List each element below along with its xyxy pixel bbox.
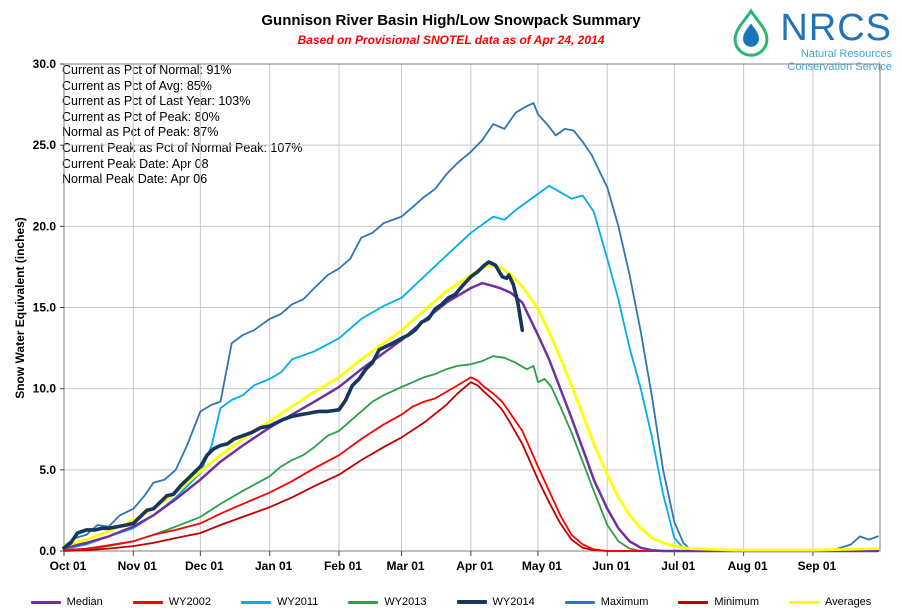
x-tick-label: Apr 01 bbox=[456, 559, 494, 573]
legend-item-maximum: Maximum bbox=[564, 596, 649, 608]
legend-swatch-wy2013 bbox=[348, 600, 379, 604]
legend-swatch-wy2011 bbox=[240, 600, 271, 604]
legend-item-median: Median bbox=[30, 596, 103, 608]
series-line-wy2013 bbox=[63, 355, 879, 552]
legend-item-wy2013: WY2013 bbox=[348, 596, 427, 608]
series-line-averages bbox=[62, 263, 880, 552]
x-tick-label: Jan 01 bbox=[255, 559, 293, 573]
legend-swatch-maximum bbox=[564, 600, 595, 604]
series-line-median bbox=[62, 281, 880, 553]
x-tick-label: Oct 01 bbox=[50, 559, 87, 573]
legend-label-median: Median bbox=[66, 596, 103, 608]
x-tick-label: Nov 01 bbox=[118, 559, 158, 573]
x-tick-label: Sep 01 bbox=[798, 559, 837, 573]
legend-swatch-median bbox=[30, 600, 61, 604]
series-line-maximum bbox=[63, 102, 879, 552]
water-drop-icon bbox=[728, 8, 774, 65]
y-tick-label: 5.0 bbox=[39, 463, 56, 477]
legend-label-wy2014: WY2014 bbox=[492, 596, 535, 608]
x-tick-label: Mar 01 bbox=[387, 559, 425, 573]
summary-stats-block: Current as Pct of Normal: 91% Current as … bbox=[62, 63, 302, 188]
series-line-wy2011 bbox=[63, 184, 879, 552]
y-tick-label: 15.0 bbox=[33, 301, 57, 315]
series-line-wy2002 bbox=[63, 376, 879, 552]
legend-label-averages: Averages bbox=[825, 596, 872, 608]
stat-line: Current as Pct of Peak: 80% bbox=[62, 109, 220, 124]
legend-label-minimum: Minimum bbox=[714, 596, 760, 608]
legend-swatch-wy2014 bbox=[456, 600, 487, 604]
legend-label-wy2013: WY2013 bbox=[384, 596, 427, 608]
y-tick-label: 25.0 bbox=[33, 138, 57, 152]
legend-label-wy2011: WY2011 bbox=[276, 596, 319, 608]
x-tick-label: Feb 01 bbox=[324, 559, 362, 573]
stat-line: Current as Pct of Normal: 91% bbox=[62, 63, 232, 77]
legend-item-averages: Averages bbox=[789, 596, 871, 608]
legend-item-wy2014: WY2014 bbox=[456, 596, 535, 608]
page-title: Gunnison River Basin High/Low Snowpack S… bbox=[261, 12, 641, 29]
nrcs-org-line1: Natural Resources bbox=[800, 48, 892, 60]
stat-line: Current as Pct of Avg: 85% bbox=[62, 78, 212, 93]
legend-item-minimum: Minimum bbox=[678, 596, 759, 608]
legend-item-wy2011: WY2011 bbox=[240, 596, 319, 608]
series-line-wy2014 bbox=[62, 260, 525, 550]
legend-swatch-minimum bbox=[678, 600, 709, 604]
stat-line: Current as Pct of Last Year: 103% bbox=[62, 94, 251, 109]
nrcs-acronym: NRCS bbox=[780, 7, 892, 49]
legend-swatch-wy2002 bbox=[132, 600, 163, 604]
stat-line: Current Peak as Pct of Normal Peak: 107% bbox=[62, 140, 303, 155]
stat-line: Normal as Pct of Peak: 87% bbox=[62, 125, 219, 140]
legend-label-wy2002: WY2002 bbox=[168, 596, 211, 608]
legend-item-wy2002: WY2002 bbox=[132, 596, 211, 608]
y-tick-label: 20.0 bbox=[33, 219, 57, 233]
y-tick-label: 30.0 bbox=[33, 57, 57, 71]
legend-label-maximum: Maximum bbox=[600, 596, 649, 608]
stat-line: Current Peak Date: Apr 08 bbox=[62, 156, 209, 171]
x-tick-label: Jun 01 bbox=[592, 559, 630, 573]
series-line-minimum bbox=[63, 381, 879, 552]
x-tick-label: Dec 01 bbox=[185, 559, 224, 573]
x-tick-label: Aug 01 bbox=[728, 559, 768, 573]
page-subtitle: Based on Provisional SNOTEL data as of A… bbox=[297, 33, 605, 47]
y-tick-label: 10.0 bbox=[33, 382, 57, 396]
stat-line: Normal Peak Date: Apr 06 bbox=[62, 172, 208, 187]
x-tick-label: May 01 bbox=[522, 559, 562, 573]
y-tick-label: 0.0 bbox=[39, 544, 56, 558]
chart-legend: Median WY2002 WY2011 WY2013 WY2014 Maximum Min… bbox=[0, 596, 902, 608]
x-tick-label: Jul 01 bbox=[661, 559, 695, 573]
legend-swatch-averages bbox=[789, 600, 820, 604]
